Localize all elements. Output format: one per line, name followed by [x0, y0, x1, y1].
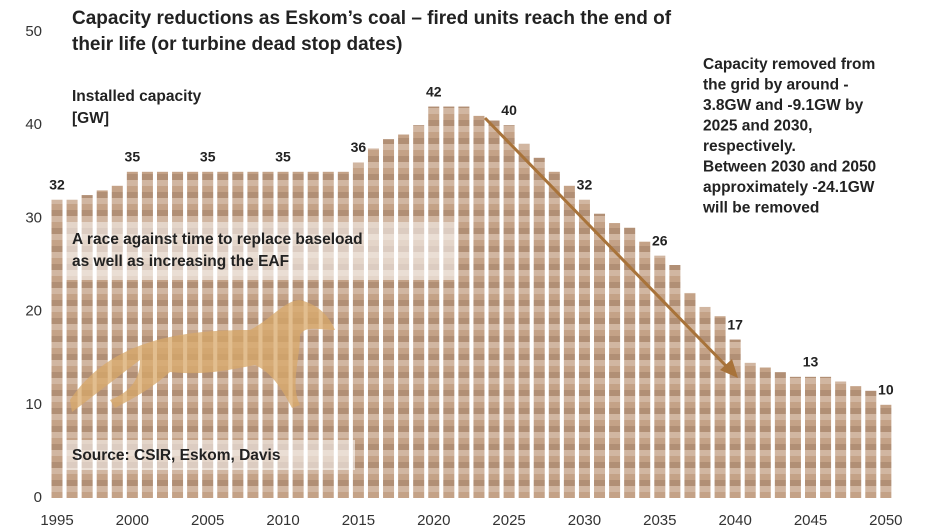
bar-texture [443, 106, 455, 498]
bar-texture [413, 125, 425, 498]
bar-texture [805, 376, 816, 498]
bar-texture [699, 306, 711, 498]
bar-texture [96, 190, 108, 498]
bar-texture [714, 316, 726, 498]
value-label: 13 [803, 354, 819, 370]
bar-texture [337, 171, 349, 499]
value-label: 35 [125, 149, 141, 165]
bar-texture [820, 376, 832, 498]
bar-texture [458, 106, 470, 498]
annotation: Capacity removed from [703, 56, 875, 73]
bar-texture [729, 339, 741, 498]
bar-texture [789, 376, 801, 498]
bar-texture [473, 115, 485, 498]
y-axis-label: Installed capacity [72, 88, 202, 105]
bar-texture [533, 157, 545, 498]
x-tick-label: 2045 [794, 512, 827, 529]
value-label: 17 [727, 316, 743, 332]
bar-texture [322, 171, 334, 499]
value-label: 10 [878, 382, 894, 398]
y-tick-label: 30 [25, 209, 42, 226]
x-tick-label: 1995 [40, 512, 73, 529]
annotation: approximately -24.1GW [703, 179, 875, 196]
y-axis-label: [GW] [72, 110, 109, 127]
annotation: the grid by around - [703, 77, 849, 94]
x-tick-label: 2035 [643, 512, 676, 529]
x-tick-label: 2015 [342, 512, 375, 529]
bar-texture [503, 125, 515, 498]
annotation: 2025 and 2030, [703, 118, 812, 135]
bar-texture [594, 213, 606, 499]
bar-texture [744, 362, 756, 498]
bar-texture [654, 255, 666, 498]
bar-texture [51, 199, 63, 498]
bar-texture [639, 241, 651, 498]
bar-texture [850, 386, 862, 498]
y-tick-label: 40 [25, 116, 42, 133]
x-tick-label: 2005 [191, 512, 224, 529]
note-backdrop [65, 440, 355, 470]
bar-texture [367, 148, 379, 498]
bar-texture [398, 134, 410, 498]
chart-title: Capacity reductions as Eskom’s coal – fi… [72, 8, 672, 29]
bar-texture [548, 171, 560, 499]
bar-texture [352, 162, 364, 499]
bar-texture [609, 223, 621, 498]
bar-texture [383, 139, 395, 498]
bar-texture [880, 404, 892, 498]
x-tick-label: 2040 [718, 512, 751, 529]
value-label: 26 [652, 232, 668, 248]
bar-texture [66, 199, 78, 498]
dog [70, 300, 335, 412]
trend-arrow [483, 116, 738, 378]
annotation: A race against time to replace baseload [72, 231, 363, 248]
bar-texture [684, 292, 696, 498]
bar-texture [759, 367, 771, 498]
bar-texture [865, 390, 877, 498]
annotation: as well as increasing the EAF [72, 253, 289, 270]
source: Source: CSIR, Eskom, Davis [72, 447, 280, 464]
x-tick-label: 2030 [568, 512, 601, 529]
bar-texture [307, 171, 319, 499]
bar-texture [774, 372, 786, 498]
value-label: 32 [577, 176, 593, 192]
value-label: 32 [49, 176, 65, 192]
annotation: 3.8GW and -9.1GW by [703, 97, 864, 114]
x-tick-label: 2010 [266, 512, 299, 529]
value-label: 40 [501, 102, 517, 118]
bar-texture [835, 381, 847, 498]
bar-texture [488, 120, 500, 498]
value-label: 35 [275, 149, 291, 165]
x-tick-label: 2020 [417, 512, 450, 529]
value-label: 36 [351, 139, 367, 155]
x-tick-label: 2050 [869, 512, 902, 529]
y-tick-label: 10 [25, 396, 42, 413]
bar-texture [172, 171, 184, 499]
bar-texture [669, 265, 681, 498]
bar-texture [81, 195, 93, 498]
x-tick-label: 2000 [116, 512, 149, 529]
annotation: will be removed [702, 200, 819, 217]
x-tick-label: 2025 [492, 512, 525, 529]
y-tick-label: 0 [34, 489, 42, 506]
bar-texture [141, 171, 153, 499]
value-label: 42 [426, 83, 442, 99]
bar-texture [156, 171, 168, 499]
bar-texture [624, 227, 636, 498]
bar-texture [126, 171, 138, 499]
bar-texture [563, 185, 575, 498]
value-label: 35 [200, 149, 216, 165]
bar-texture [578, 199, 590, 498]
note-backdrop [65, 222, 455, 280]
annotation: respectively. [703, 138, 796, 155]
chart-title: their life (or turbine dead stop dates) [72, 34, 402, 55]
y-tick-label: 20 [25, 303, 42, 320]
bar-texture [518, 143, 530, 498]
bar-texture [428, 106, 440, 498]
annotation: Between 2030 and 2050 [703, 159, 876, 176]
bar-texture [111, 185, 123, 498]
y-tick-label: 50 [25, 23, 42, 40]
